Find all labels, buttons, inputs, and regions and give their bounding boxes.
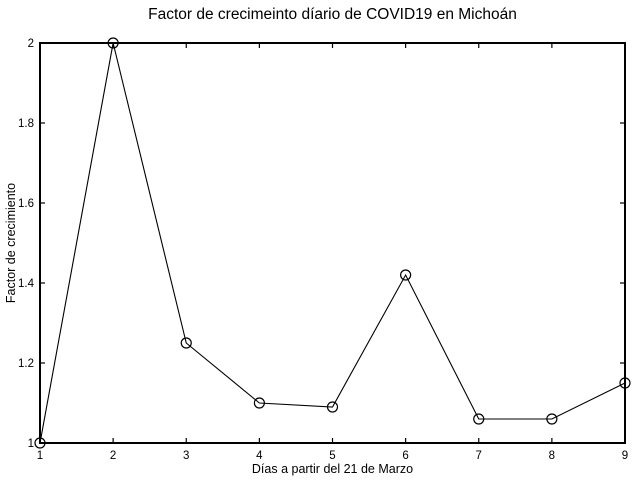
x-tick-label: 9	[622, 450, 628, 462]
data-point-marker	[34, 437, 46, 449]
x-axis-label: Días a partir del 21 de Marzo	[251, 462, 414, 476]
data-line	[39, 42, 626, 444]
data-point-marker	[107, 37, 119, 49]
data-point-marker	[400, 269, 412, 281]
x-tick-label: 2	[110, 450, 116, 462]
y-tick-label: 1	[28, 438, 34, 450]
y-tick-label: 1.2	[18, 358, 34, 370]
x-tick-label: 7	[476, 450, 482, 462]
y-tick-label: 1.4	[18, 278, 35, 290]
x-tick-label: 3	[183, 450, 189, 462]
y-tick-label: 1.6	[18, 198, 34, 210]
x-tick-label: 8	[549, 450, 555, 462]
x-tick-label: 5	[329, 450, 335, 462]
x-tick-label: 6	[402, 450, 408, 462]
data-point-marker	[546, 413, 558, 425]
data-point-marker	[180, 337, 192, 349]
y-axis-label: Factor de crecimiento	[4, 182, 18, 304]
y-tick-label: 2	[28, 38, 34, 50]
x-tick-label: 1	[37, 450, 43, 462]
data-point-marker	[473, 413, 485, 425]
data-point-marker	[619, 377, 631, 389]
data-point-marker	[253, 397, 265, 409]
data-point-marker	[326, 401, 339, 413]
y-tick-label: 1.8	[18, 118, 34, 130]
x-tick-label: 4	[256, 450, 263, 462]
chart-title: Factor de crecimeinto díario de COVID19 …	[148, 6, 517, 23]
